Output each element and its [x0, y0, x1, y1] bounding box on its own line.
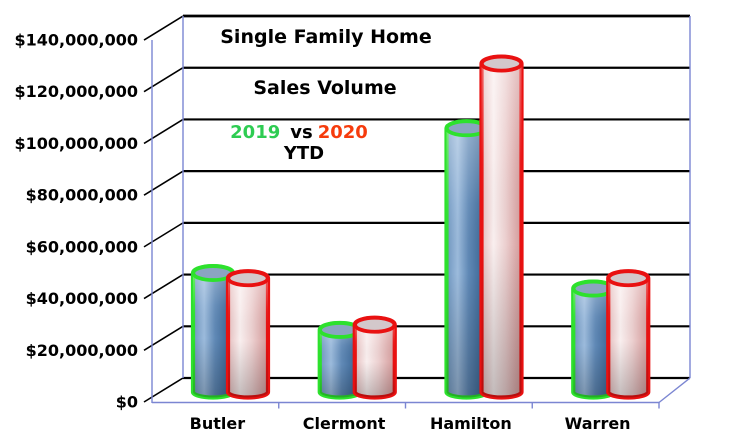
category-label-butler: Butler: [190, 414, 246, 433]
y-tick-line: [143, 222, 184, 248]
y-tick-line: [143, 170, 184, 196]
bar-2020-hamilton-shade: [481, 56, 522, 398]
y-axis-label: $0: [116, 393, 138, 412]
category-label-hamilton: Hamilton: [430, 414, 512, 433]
y-axis-label: $20,000,000: [26, 341, 138, 360]
legend-ytd: YTD: [283, 143, 325, 164]
legend-year-2019: 2019: [230, 122, 281, 143]
y-axis-label: $60,000,000: [26, 237, 138, 256]
y-axis-label: $100,000,000: [15, 134, 138, 153]
category-label-clermont: Clermont: [303, 414, 386, 433]
legend-vs: vs: [290, 122, 313, 143]
floor-right-edge: [658, 377, 691, 404]
y-axis-label: $40,000,000: [26, 289, 138, 308]
category-label-warren: Warren: [565, 414, 631, 433]
y-tick-line: [143, 67, 184, 93]
bar-2019-hamilton-shade: [446, 121, 487, 398]
bar-2020-butler-cap: [226, 269, 270, 288]
y-tick-line: [143, 325, 184, 351]
bar-2020-hamilton-cap: [479, 54, 524, 73]
bar-2020-clermont-cap: [353, 315, 397, 334]
legend: 2019 vs 2020: [149, 122, 449, 143]
bar-2019-butler-shade: [193, 266, 233, 398]
legend-year-2020: 2020: [317, 122, 368, 143]
y-axis-label: $80,000,000: [26, 186, 138, 205]
bar-2019-warren-shade: [573, 281, 614, 398]
bar-2020-warren-cap: [606, 269, 650, 288]
y-tick-line: [143, 118, 184, 145]
bar-2019-clermont-shade: [319, 322, 360, 398]
y-tick-line: [143, 15, 184, 41]
y-tick-line: [143, 273, 184, 300]
y-axis-label: $120,000,000: [15, 82, 138, 101]
y-axis-label: $140,000,000: [15, 31, 138, 50]
y-tick-line: [143, 377, 184, 403]
chart-title-line1: Single Family Home: [220, 26, 432, 48]
bar-2020-warren-shade: [608, 271, 649, 398]
bar-2020-butler-shade: [228, 271, 268, 398]
bar-2020-clermont-shade: [354, 317, 395, 398]
chart-title-line2: Sales Volume: [253, 77, 397, 99]
